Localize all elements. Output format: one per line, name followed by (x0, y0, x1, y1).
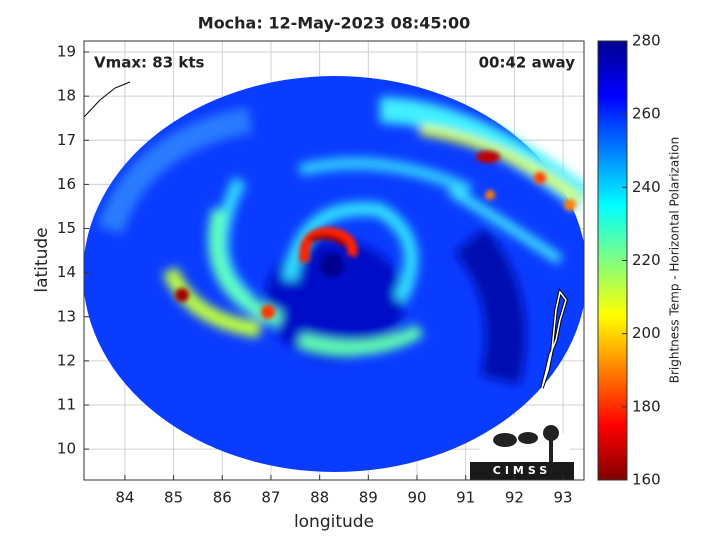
x-tick-label: 86 (213, 489, 232, 507)
axes-frame (83, 40, 585, 481)
colorbar-tick-label: 180 (632, 397, 661, 415)
colorbar-tick-label: 220 (632, 251, 661, 269)
y-axis-label: latitude (32, 227, 52, 292)
coastline (84, 81, 131, 118)
y-tick-label: 17 (57, 131, 76, 149)
colorbar-tick-label: 260 (632, 105, 661, 123)
colorbar-label: Brightness Temp - Horizontal Polarizatio… (668, 137, 682, 384)
annotation: Vmax: 83 kts (94, 54, 204, 72)
colorbar-tick-label: 200 (632, 324, 661, 342)
x-tick-label: 89 (359, 489, 378, 507)
satellite-image (84, 76, 584, 472)
logo: CIMSS (470, 412, 575, 480)
x-axis-label: longitude (294, 512, 374, 532)
x-tick-label: 84 (115, 489, 134, 507)
x-tick-label: 87 (261, 489, 280, 507)
x-tick-label: 93 (554, 489, 573, 507)
x-tick-label: 92 (505, 489, 524, 507)
y-tick-label: 16 (57, 175, 76, 193)
colorbar-tick-label: 240 (632, 178, 661, 196)
y-tick-label: 11 (57, 395, 76, 413)
x-tick-label: 90 (407, 489, 426, 507)
x-tick-label: 85 (164, 489, 183, 507)
logo-text: CIMSS (493, 464, 551, 477)
x-tick-label: 91 (456, 489, 475, 507)
y-tick-label: 14 (57, 263, 76, 281)
chart-title: Mocha: 12-May-2023 08:45:00 (198, 14, 470, 33)
y-tick-label: 15 (57, 219, 76, 237)
y-tick-label: 19 (57, 43, 76, 61)
colorbar-tick-label: 160 (632, 471, 661, 489)
y-tick-label: 10 (57, 440, 76, 458)
annotation: 00:42 away (479, 54, 576, 72)
y-tick-label: 18 (57, 87, 76, 105)
y-tick-label: 13 (57, 307, 76, 325)
x-tick-label: 88 (310, 489, 329, 507)
colorbar-tick-label: 280 (632, 32, 661, 50)
y-tick-label: 12 (57, 351, 76, 369)
